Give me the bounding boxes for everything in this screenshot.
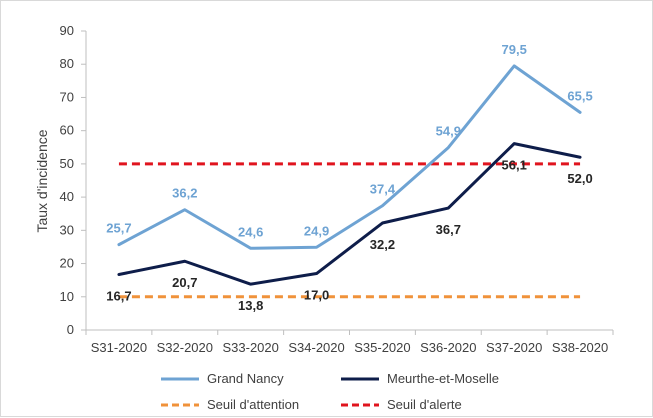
y-tick-label: 30 — [60, 222, 74, 237]
grand-nancy-data-label: 24,6 — [238, 224, 263, 239]
legend-grand-nancy-label: Grand Nancy — [207, 371, 284, 386]
y-tick-label: 70 — [60, 89, 74, 104]
meurthe-et-moselle-data-label: 20,7 — [172, 275, 197, 290]
y-tick-label: 0 — [67, 322, 74, 337]
y-tick-label: 40 — [60, 189, 74, 204]
x-tick-label: S38-2020 — [552, 340, 608, 355]
y-tick-label: 50 — [60, 156, 74, 171]
legend-seuil-attention-label: Seuil d'attention — [207, 397, 299, 412]
grand-nancy-data-label: 54,9 — [436, 124, 461, 139]
legend-seuil-alerte-label: Seuil d'alerte — [387, 397, 462, 412]
meurthe-et-moselle-data-label: 17,0 — [304, 288, 329, 303]
x-tick-label: S35-2020 — [354, 340, 410, 355]
grand-nancy-data-label: 24,9 — [304, 223, 329, 238]
x-tick-label: S37-2020 — [486, 340, 542, 355]
y-tick-label: 90 — [60, 23, 74, 38]
grand-nancy-data-label: 36,2 — [172, 186, 197, 201]
grand-nancy-data-label: 37,4 — [370, 182, 396, 197]
y-tick-labels: 0 10 20 30 40 50 60 70 80 90 — [60, 23, 74, 337]
x-tick-label: S36-2020 — [420, 340, 476, 355]
threshold-lines — [118, 162, 581, 299]
y-tick-label: 60 — [60, 123, 74, 138]
axes — [81, 30, 614, 335]
x-tick-labels: S31-2020 S32-2020 S33-2020 S34-2020 S35-2020… — [91, 340, 609, 355]
data-labels: 25,7 36,2 24,6 24,9 37,4 54,9 79,5 65,5 16,7 20,7… — [106, 42, 592, 313]
x-tick-label: S31-2020 — [91, 340, 147, 355]
legend: Grand Nancy Meurthe-et-Moselle Seuil d'att… — [161, 371, 499, 412]
series-lines — [117, 64, 582, 286]
meurthe-et-moselle-data-label: 32,2 — [370, 237, 395, 252]
meurthe-et-moselle-line — [117, 142, 582, 286]
meurthe-et-moselle-data-label: 13,8 — [238, 298, 263, 313]
grand-nancy-line — [117, 64, 582, 250]
y-tick-label: 10 — [60, 289, 74, 304]
x-tick-label: S32-2020 — [157, 340, 213, 355]
y-tick-label: 20 — [60, 256, 74, 271]
y-axis-label: Taux d'incidence — [34, 129, 50, 232]
legend-meurthe-et-moselle-label: Meurthe-et-Moselle — [387, 371, 499, 386]
grand-nancy-data-label: 79,5 — [502, 42, 527, 57]
meurthe-et-moselle-data-label: 16,7 — [106, 289, 131, 304]
grand-nancy-data-label: 25,7 — [106, 221, 131, 236]
x-tick-label: S33-2020 — [222, 340, 278, 355]
meurthe-et-moselle-data-label: 56,1 — [502, 158, 527, 173]
meurthe-et-moselle-data-label: 52,0 — [567, 171, 592, 186]
meurthe-et-moselle-data-label: 36,7 — [436, 222, 461, 237]
y-tick-label: 80 — [60, 56, 74, 71]
x-tick-label: S34-2020 — [288, 340, 344, 355]
grand-nancy-data-label: 65,5 — [567, 88, 592, 103]
